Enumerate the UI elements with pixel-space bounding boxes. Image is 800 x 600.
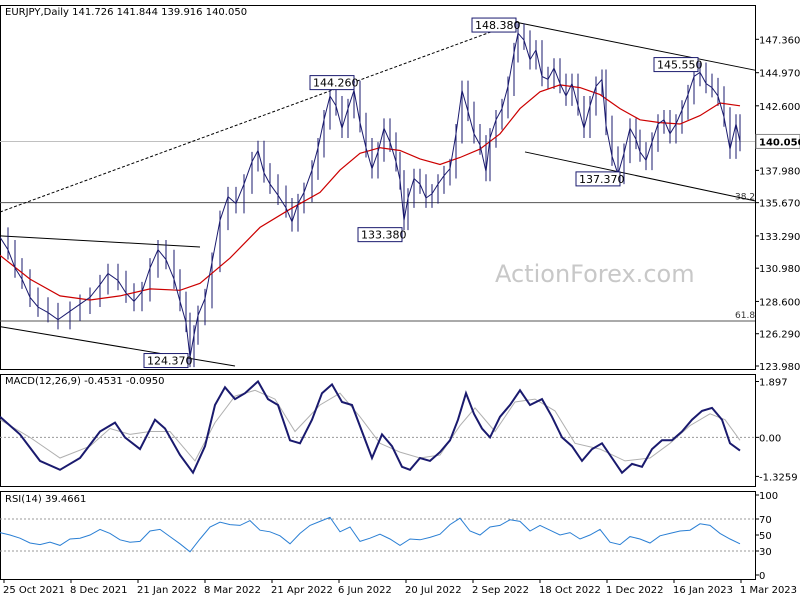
callout-148-380: 148.380 bbox=[471, 17, 521, 33]
price-panel: 38.2 61.8 148.380 144.260 145.550 137.370 133.… bbox=[0, 5, 800, 373]
date-tick-label: 25 Oct 2021 bbox=[3, 585, 65, 596]
price-axis-tick-label: 128.600 bbox=[759, 297, 800, 308]
early-channel-top bbox=[0, 235, 201, 248]
upper-channel-dotted bbox=[0, 21, 519, 213]
callout-137-370-text: 137.370 bbox=[579, 173, 625, 186]
callout-124-370: 124.370 bbox=[143, 353, 193, 369]
date-tick-label: 18 Oct 2022 bbox=[539, 585, 601, 596]
rsi-line bbox=[0, 516, 741, 553]
callout-145-550-box bbox=[653, 57, 699, 73]
date-tick-label: 21 Jan 2022 bbox=[137, 585, 197, 596]
macd-header: MACD(12,26,9) -0.4531 -0.0950 bbox=[5, 376, 165, 387]
callout-145-550-text: 145.550 bbox=[657, 59, 703, 72]
price-axis-tick-label: 133.290 bbox=[759, 232, 800, 243]
date-tick-label: 20 Jul 2022 bbox=[405, 585, 462, 596]
price-axis-tick-label: 130.980 bbox=[759, 264, 800, 275]
date-tick-label: 1 Dec 2022 bbox=[606, 585, 664, 596]
descending-resistance bbox=[517, 22, 756, 71]
price-axis-tick-label: 126.290 bbox=[759, 330, 800, 341]
callout-148-380-text: 148.380 bbox=[475, 19, 521, 32]
callout-144-260-box bbox=[309, 75, 355, 91]
macd-axis-tick-label: 0.00 bbox=[759, 433, 781, 444]
rsi-axis-tick-label: 0 bbox=[759, 571, 765, 582]
callout-124-370-box bbox=[143, 353, 189, 369]
rsi-panel: 100 70 50 30 0 bbox=[0, 491, 778, 582]
macd-frame bbox=[0, 374, 756, 487]
moving-average-line bbox=[0, 84, 741, 301]
callout-148-380-box bbox=[471, 17, 517, 33]
rsi-axis-tick-label: 70 bbox=[759, 515, 772, 526]
date-tick-label: 6 Jun 2022 bbox=[338, 585, 392, 596]
macd-panel: 1.897 0.00 -1.3259 bbox=[0, 374, 798, 487]
rsi-header: RSI(14) 39.4661 bbox=[5, 494, 86, 505]
callout-133-380-text: 133.380 bbox=[361, 229, 407, 242]
price-axis-tick-label: 144.970 bbox=[759, 69, 800, 80]
price-axis-tick-label: 135.670 bbox=[759, 199, 800, 210]
price-axis-tick-label: 142.600 bbox=[759, 102, 800, 113]
rsi-axis-tick-label: 30 bbox=[759, 547, 772, 558]
watermark: ActionForex.com bbox=[495, 260, 695, 288]
rsi-axis-tick-label: 50 bbox=[759, 531, 772, 542]
macd-signal-line bbox=[0, 389, 741, 462]
date-tick-label: 8 Dec 2021 bbox=[70, 585, 128, 596]
date-tick-label: 21 Apr 2022 bbox=[271, 585, 333, 596]
date-tick-label: 8 Mar 2022 bbox=[204, 585, 261, 596]
date-tick-label: 2 Sep 2022 bbox=[472, 585, 529, 596]
macd-axis-tick-label: -1.3259 bbox=[759, 472, 798, 483]
price-header: EURJPY,Daily 141.726 141.844 139.916 140… bbox=[5, 7, 247, 18]
price-frame bbox=[0, 5, 756, 370]
rsi-axis-tick-label: 100 bbox=[759, 491, 778, 502]
callout-137-370-box bbox=[575, 171, 621, 187]
price-axis-tick-label: 123.980 bbox=[759, 362, 800, 373]
fib-38-2-label: 38.2 bbox=[735, 193, 755, 203]
callout-137-370: 137.370 bbox=[575, 171, 625, 187]
date-axis: 25 Oct 2021 8 Dec 2021 21 Jan 2022 8 Mar 20… bbox=[3, 579, 797, 596]
callout-133-380: 133.380 bbox=[357, 227, 407, 243]
early-channel-bottom bbox=[0, 326, 236, 367]
date-tick-label: 1 Mar 2023 bbox=[740, 585, 797, 596]
price-axis-tick-label: 147.360 bbox=[759, 35, 800, 46]
callout-145-550: 145.550 bbox=[653, 57, 703, 73]
descending-support bbox=[524, 151, 756, 202]
macd-axis-tick-label: 1.897 bbox=[759, 378, 788, 389]
price-line bbox=[0, 32, 741, 358]
price-axis-tick-label: 137.980 bbox=[759, 166, 800, 177]
date-tick-label: 16 Jan 2023 bbox=[673, 585, 733, 596]
current-price-box bbox=[755, 133, 800, 149]
callout-144-260: 144.260 bbox=[309, 75, 359, 91]
callout-133-380-box bbox=[357, 227, 403, 243]
fib-61-8-label: 61.8 bbox=[735, 311, 755, 321]
callout-144-260-text: 144.260 bbox=[313, 77, 359, 90]
current-price-label: 140.050 bbox=[759, 137, 800, 148]
callout-124-370-text: 124.370 bbox=[147, 355, 193, 368]
macd-line bbox=[0, 379, 741, 475]
